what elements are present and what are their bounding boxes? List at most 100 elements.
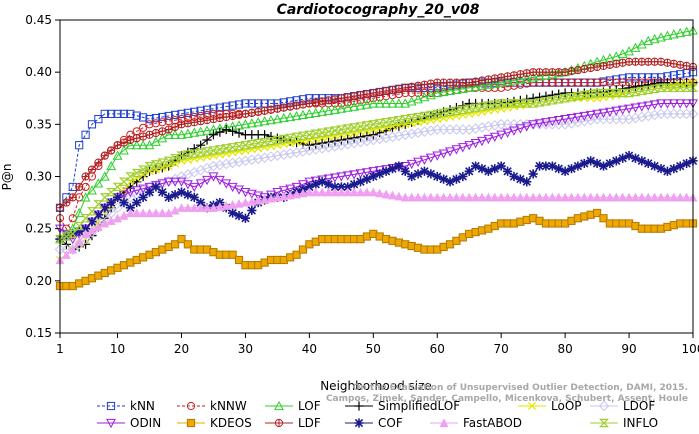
data-point-ldof bbox=[419, 126, 430, 137]
data-point-cof bbox=[349, 179, 359, 189]
data-point-lof bbox=[125, 140, 136, 150]
data-point-fastabod bbox=[471, 192, 481, 202]
data-point-ldf bbox=[381, 86, 391, 96]
data-point-ldf bbox=[305, 99, 314, 108]
data-point-ldof bbox=[265, 151, 277, 162]
data-point-cof bbox=[170, 190, 180, 200]
data-point-knnw bbox=[68, 214, 77, 223]
data-point-ldf bbox=[330, 95, 340, 104]
data-point-inflo bbox=[93, 200, 104, 209]
data-point-ldf bbox=[362, 89, 372, 99]
data-point-cof bbox=[93, 210, 103, 220]
data-point-kdeos bbox=[599, 214, 608, 223]
data-point-ldf bbox=[87, 165, 97, 174]
data-point-knn bbox=[87, 120, 97, 129]
data-point-ldf bbox=[471, 77, 480, 86]
data-point-inflo bbox=[374, 119, 385, 128]
data-point-inflo bbox=[617, 88, 628, 98]
data-point-ldf bbox=[522, 69, 531, 78]
data-point-fastabod bbox=[349, 187, 359, 197]
data-point-inflo bbox=[419, 111, 430, 121]
data-point-odin bbox=[464, 141, 475, 151]
legend-item-inflo: INFLO bbox=[590, 416, 658, 430]
data-point-kdeos bbox=[228, 250, 237, 259]
data-point-ldof bbox=[348, 137, 360, 149]
data-point-lof bbox=[457, 83, 468, 93]
data-point-inflo bbox=[342, 124, 353, 133]
data-point-ldof bbox=[201, 162, 213, 174]
data-point-cof bbox=[189, 192, 199, 202]
data-point-cof bbox=[509, 171, 519, 182]
y-axis-label: P@n bbox=[0, 164, 14, 191]
data-point-lof bbox=[656, 32, 666, 42]
data-point-fastabod bbox=[362, 187, 372, 197]
legend-label-cof: COF bbox=[378, 416, 403, 430]
data-point-lof bbox=[438, 86, 449, 97]
legend-label-kdeos: KDEOS bbox=[210, 416, 252, 430]
data-point-knnw bbox=[548, 78, 557, 87]
data-point-odin bbox=[119, 190, 129, 200]
data-point-ldf-cross bbox=[286, 102, 294, 111]
data-point-odin bbox=[291, 182, 302, 193]
data-point-ldf bbox=[318, 97, 327, 106]
data-point-fastabod bbox=[541, 192, 551, 202]
data-point-fastabod bbox=[138, 208, 148, 218]
data-point-ldf-cross bbox=[203, 116, 211, 124]
data-point-fastabod bbox=[439, 192, 449, 202]
data-point-cof bbox=[650, 161, 660, 171]
data-point-fastabod bbox=[579, 192, 589, 202]
data-point-ldf-cross bbox=[561, 68, 569, 76]
data-point-ldf-cross bbox=[101, 152, 109, 160]
data-point-fastabod bbox=[100, 218, 110, 228]
data-point-ldf-cross bbox=[401, 84, 409, 92]
data-point-inflo bbox=[387, 117, 398, 126]
data-point-fastabod bbox=[61, 250, 71, 259]
data-point-lof bbox=[285, 111, 296, 122]
data-point-lof bbox=[547, 69, 558, 79]
data-point-knnw bbox=[605, 78, 614, 87]
data-point-fastabod bbox=[663, 192, 672, 202]
data-point-odin bbox=[572, 112, 583, 123]
data-point-ldf-cross bbox=[350, 92, 358, 100]
data-point-inflo bbox=[681, 83, 692, 93]
data-point-odin bbox=[630, 103, 641, 113]
data-point-ldf-cross bbox=[299, 100, 307, 109]
data-point-ldf bbox=[337, 94, 346, 103]
data-point-ldf bbox=[68, 193, 77, 202]
data-point-lof bbox=[87, 185, 97, 195]
data-point-knnw bbox=[164, 117, 173, 126]
data-point-odin bbox=[406, 159, 417, 170]
data-point-inflo bbox=[521, 99, 532, 108]
data-point-ldf-cross bbox=[414, 82, 422, 90]
legend-marker-fastabod bbox=[439, 418, 449, 428]
legend-item-kdeos: KDEOS bbox=[177, 416, 252, 430]
data-point-ldf-cross bbox=[427, 80, 435, 88]
x-tick-label: 90 bbox=[621, 342, 636, 356]
data-point-cof bbox=[80, 224, 91, 234]
legend-label-simplifiedlof: SimplifiedLOF bbox=[378, 399, 460, 413]
data-point-inflo bbox=[547, 96, 558, 105]
data-point-fastabod bbox=[304, 187, 314, 197]
data-point-ldof bbox=[578, 115, 590, 127]
data-point-cof bbox=[451, 174, 462, 184]
data-point-fastabod bbox=[241, 197, 250, 207]
series-ldf bbox=[55, 57, 698, 212]
data-point-lof bbox=[259, 116, 270, 126]
data-point-cof bbox=[618, 153, 628, 163]
data-point-ldof bbox=[259, 152, 270, 164]
data-point-cof bbox=[362, 174, 372, 184]
data-point-kdeos bbox=[292, 250, 301, 259]
data-point-inflo bbox=[304, 130, 315, 139]
data-point-ldf-cross bbox=[408, 83, 416, 91]
data-point-lof bbox=[521, 73, 532, 83]
data-point-ldf bbox=[663, 58, 672, 67]
legend-label-ldf: LDF bbox=[298, 416, 321, 430]
data-point-inflo bbox=[413, 112, 424, 122]
data-point-fastabod bbox=[445, 192, 455, 202]
data-point-inflo bbox=[278, 134, 289, 144]
data-point-cof bbox=[579, 158, 589, 169]
data-point-ldof bbox=[463, 124, 475, 135]
data-point-cof bbox=[496, 161, 506, 171]
data-point-inflo bbox=[131, 168, 142, 178]
data-point-cof bbox=[336, 182, 346, 192]
